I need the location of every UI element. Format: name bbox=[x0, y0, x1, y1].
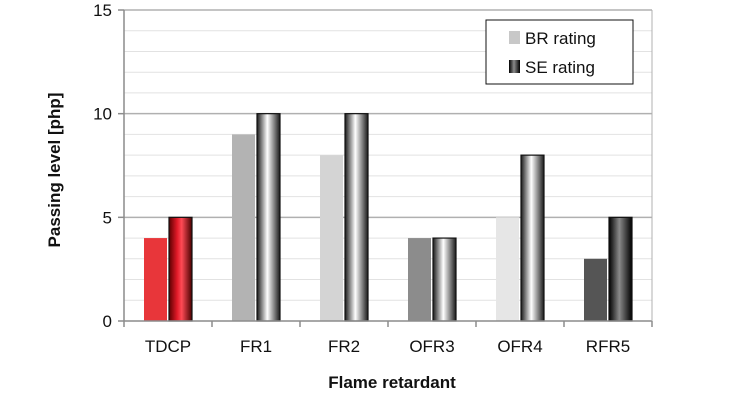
y-axis-title: Passing level [php] bbox=[45, 93, 64, 248]
x-tick-label: OFR4 bbox=[497, 337, 542, 356]
y-tick-labels: 0 5 10 15 bbox=[93, 1, 112, 331]
bar-br-rating-fr2 bbox=[320, 155, 343, 321]
x-tick-label: OFR3 bbox=[409, 337, 454, 356]
y-tick-label: 15 bbox=[93, 1, 112, 20]
bar-br-rating-ofr4 bbox=[496, 217, 519, 321]
x-tick-label: FR2 bbox=[328, 337, 360, 356]
axes bbox=[118, 9, 653, 327]
y-tick-label: 5 bbox=[103, 208, 112, 227]
y-tick-label: 10 bbox=[93, 105, 112, 124]
bar-br-rating-fr1 bbox=[232, 134, 255, 321]
x-tick-label: TDCP bbox=[145, 337, 191, 356]
legend-label-se-rating: SE rating bbox=[525, 58, 595, 77]
legend-swatch-br-rating bbox=[509, 31, 520, 44]
legend-box bbox=[485, 19, 634, 85]
x-tick-label: FR1 bbox=[240, 337, 272, 356]
bar-se-rating-fr1 bbox=[256, 113, 281, 322]
bar-se-rating-ofr4 bbox=[520, 154, 545, 322]
x-axis-title: Flame retardant bbox=[328, 373, 456, 392]
bars bbox=[144, 113, 633, 322]
bar-br-rating-rfr5 bbox=[584, 258, 607, 321]
legend: BR rating SE rating bbox=[485, 19, 634, 85]
bar-se-rating-rfr5 bbox=[608, 216, 633, 322]
x-tick-labels: TDCP FR1 FR2 OFR3 OFR4 RFR5 bbox=[145, 337, 630, 356]
bar-se-rating-tdcp bbox=[168, 216, 193, 322]
legend-swatch-se-rating bbox=[509, 60, 520, 73]
y-tick-label: 0 bbox=[103, 312, 112, 331]
legend-label-br-rating: BR rating bbox=[525, 29, 596, 48]
bar-br-rating-tdcp bbox=[144, 238, 167, 321]
bar-br-rating-ofr3 bbox=[408, 238, 431, 321]
x-tick-label: RFR5 bbox=[586, 337, 630, 356]
bar-se-rating-fr2 bbox=[344, 113, 369, 322]
bar-se-rating-ofr3 bbox=[432, 237, 457, 322]
